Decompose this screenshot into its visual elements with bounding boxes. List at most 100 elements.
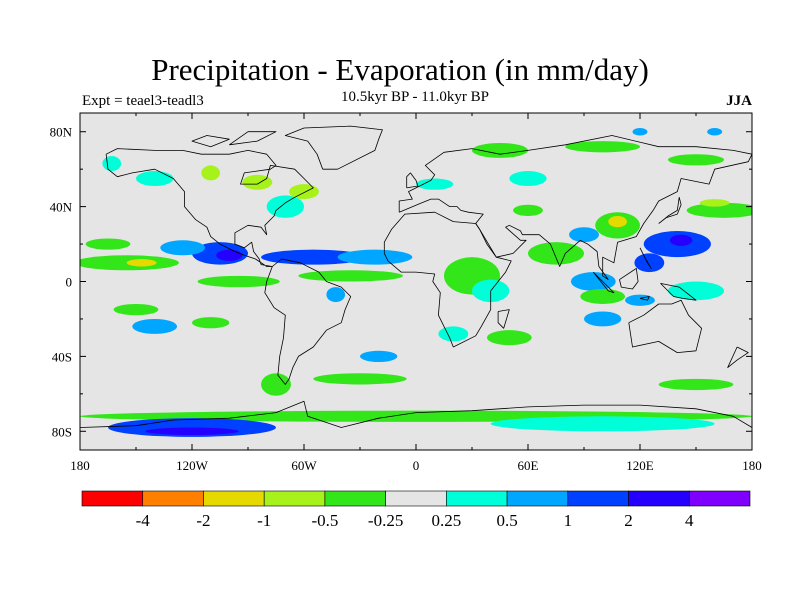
field-patch (261, 373, 291, 396)
field-patch (80, 255, 179, 271)
x-tick-label: 0 (413, 458, 420, 473)
field-patch (668, 154, 724, 166)
field-patch (85, 238, 131, 250)
field-patch (668, 281, 724, 301)
field-patch (634, 253, 665, 273)
colorbar-label: -0.5 (311, 511, 338, 530)
x-tick-label: 120W (176, 458, 209, 473)
colorbar-label: 4 (685, 511, 694, 530)
colorbar-swatch (142, 490, 204, 507)
field-patch (360, 350, 398, 363)
coastline (383, 211, 512, 348)
coastline (628, 299, 702, 354)
axis-ticks: 180 120W 60W 0 60E 120E 180 80N 40N 0 40S 80S (50, 113, 762, 473)
coastline (284, 125, 383, 170)
coastline (497, 309, 510, 329)
colorbar-swatch (567, 490, 629, 507)
coastline (639, 296, 650, 301)
coastline-layer (80, 125, 752, 428)
x-tick-label: 60E (518, 458, 539, 473)
coastline (229, 131, 277, 146)
colorbar-swatch (446, 490, 508, 507)
colorbar-swatch (628, 490, 690, 507)
field-patch (509, 171, 547, 187)
field-patch (216, 249, 243, 261)
colorbar-swatch (506, 490, 569, 507)
field-patch (565, 141, 641, 153)
coastline (619, 267, 639, 290)
field-patch (686, 202, 752, 218)
coastline (592, 271, 615, 294)
x-tick-label: 120E (626, 458, 654, 473)
field-patch (102, 156, 122, 172)
coastline (406, 172, 419, 189)
colorbar-label: -2 (196, 511, 210, 530)
field-patch (289, 184, 319, 200)
x-tick-label: 180 (70, 458, 90, 473)
field-patch (584, 311, 622, 327)
field-patch (337, 249, 413, 265)
field-patch (699, 199, 730, 207)
field-patch (632, 127, 648, 136)
field-patch (416, 178, 454, 190)
colorbar-swatch (81, 490, 144, 507)
page-title: Precipitation - Evaporation (in mm/day) (151, 52, 649, 87)
field-patch (242, 174, 273, 190)
field-patch (490, 416, 715, 432)
colorbar-label: 0.5 (496, 511, 517, 530)
coastline (105, 148, 314, 267)
field-patch (513, 204, 543, 216)
coastline (639, 247, 652, 269)
y-tick-label: 40N (50, 200, 73, 215)
field-patch (145, 427, 239, 436)
field-patch (486, 330, 532, 346)
y-tick-label: 80N (50, 125, 73, 140)
field-patch (261, 249, 366, 265)
map-background (80, 113, 752, 450)
coastline (264, 258, 352, 385)
y-tick-label: 80S (52, 424, 72, 439)
field-patch (197, 275, 280, 288)
coastline (727, 346, 749, 369)
colorbar-label: 0.25 (431, 511, 461, 530)
x-tick-label: 180 (742, 458, 762, 473)
field-patch (298, 270, 403, 282)
colorbar-swatch (203, 490, 265, 507)
season-label: JJA (726, 93, 752, 109)
field-patch (580, 288, 626, 304)
colorbar: -4 -2 -1 -0.5 -0.25 0.25 0.5 1 2 4 (81, 490, 751, 530)
field-patch (266, 195, 305, 218)
x-tick-label: 60W (291, 458, 317, 473)
colorbar-swatch (385, 490, 447, 507)
field-patch (313, 373, 407, 385)
colorbar-swatch (324, 490, 386, 507)
field-patch (625, 294, 655, 306)
colorbar-label: -0.25 (368, 511, 403, 530)
field-patch (126, 259, 157, 267)
field-patch (192, 317, 230, 329)
coastline (80, 400, 752, 428)
field-patch (160, 240, 206, 256)
field-patch (136, 171, 174, 187)
subtitle: 10.5kyr BP - 11.0kyr BP (340, 89, 490, 105)
field-patch (669, 234, 693, 246)
field-patch (707, 127, 723, 136)
colorbar-label: -1 (257, 511, 271, 530)
field-patch (438, 326, 469, 342)
experiment-label: Expt = teael3-teadl3 (82, 93, 204, 109)
colorbar-label: 2 (624, 511, 633, 530)
y-tick-label: 40S (52, 349, 72, 364)
field-patch (608, 215, 627, 228)
field-patch (528, 242, 584, 265)
field-patch (326, 287, 346, 303)
y-tick-label: 0 (66, 275, 73, 290)
field-patch (472, 142, 528, 158)
colorbar-swatch (263, 490, 326, 507)
colorbar-label: -4 (136, 511, 151, 530)
coastline (398, 135, 752, 281)
field-layer (80, 127, 752, 437)
field-patch (132, 318, 178, 334)
field-patch (201, 165, 221, 181)
colorbar-label: 1 (564, 511, 573, 530)
